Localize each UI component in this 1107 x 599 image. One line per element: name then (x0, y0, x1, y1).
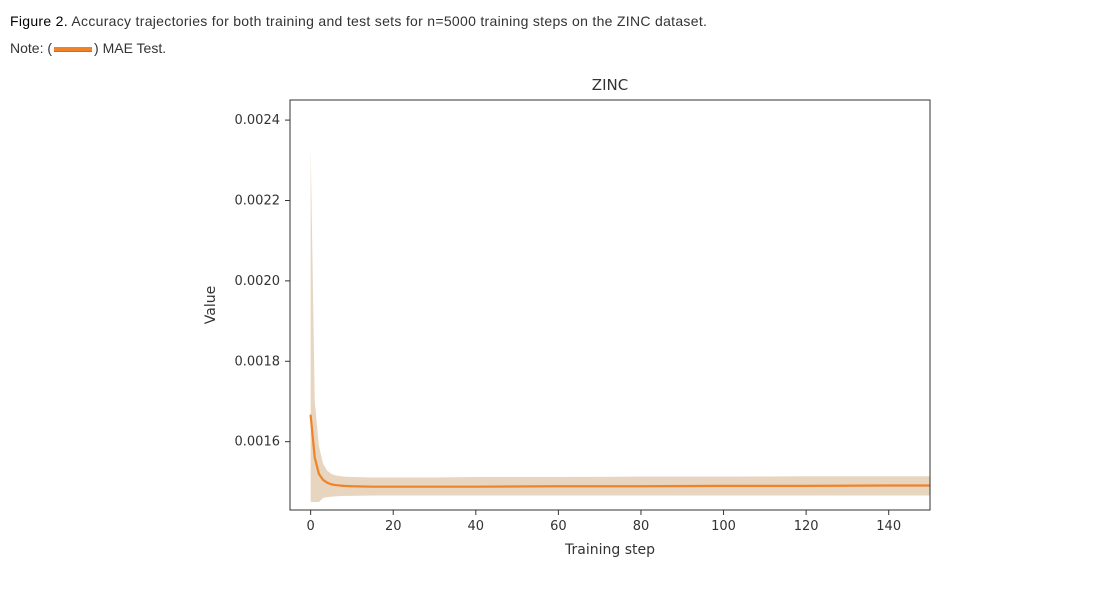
note-prefix: Note: ( (10, 40, 52, 56)
zinc-line-chart: 0 20 40 60 80 100 120 140 0.0016 0.0018 0.0020 0.00… (180, 70, 960, 570)
svg-text:0.0018: 0.0018 (235, 354, 281, 369)
svg-text:0.0020: 0.0020 (235, 274, 281, 289)
svg-text:100: 100 (711, 519, 736, 534)
svg-text:Training step: Training step (564, 542, 655, 558)
svg-text:0.0024: 0.0024 (235, 113, 281, 128)
figure-caption-text: Accuracy trajectories for both training … (71, 13, 707, 29)
svg-text:140: 140 (876, 519, 901, 534)
svg-text:20: 20 (385, 519, 402, 534)
figure-note: Note: ( ) MAE Test. (10, 40, 1097, 56)
svg-text:120: 120 (794, 519, 819, 534)
figure-caption: Figure 2. Accuracy trajectories for both… (10, 10, 1097, 34)
figure-label: Figure 2. (10, 13, 68, 29)
svg-text:80: 80 (633, 519, 650, 534)
svg-text:60: 60 (550, 519, 567, 534)
legend-line-swatch (54, 47, 92, 52)
svg-text:0: 0 (307, 519, 315, 534)
svg-text:0.0016: 0.0016 (235, 435, 281, 450)
chart-container: 0 20 40 60 80 100 120 140 0.0016 0.0018 0.0020 0.00… (180, 70, 960, 570)
note-suffix: ) MAE Test. (94, 40, 166, 56)
svg-text:40: 40 (468, 519, 485, 534)
svg-text:0.0022: 0.0022 (235, 193, 281, 208)
svg-text:ZINC: ZINC (592, 76, 628, 94)
svg-text:Value: Value (203, 286, 219, 324)
